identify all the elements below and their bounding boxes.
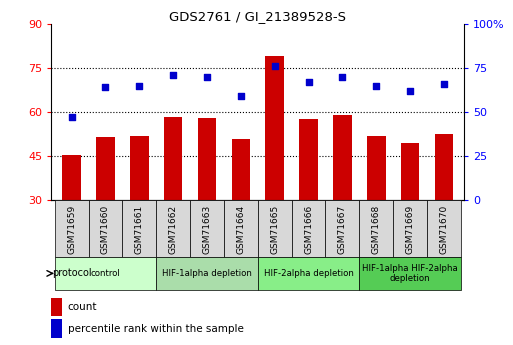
Bar (51, 319, 62, 338)
Text: control: control (91, 269, 121, 278)
Bar (258, 257, 359, 290)
Bar (258, 200, 291, 257)
Title: GDS2761 / GI_21389528-S: GDS2761 / GI_21389528-S (169, 10, 346, 23)
Bar (198, 118, 216, 200)
Point (203, 74, 211, 80)
Bar (89, 200, 123, 257)
Text: GSM71661: GSM71661 (135, 205, 144, 254)
Point (237, 93, 245, 99)
Point (372, 83, 380, 89)
Text: protocol: protocol (52, 268, 92, 278)
Point (440, 81, 448, 87)
Text: GSM71670: GSM71670 (440, 205, 448, 254)
Bar (123, 200, 156, 257)
Bar (427, 200, 461, 257)
Text: GSM71659: GSM71659 (67, 205, 76, 254)
Text: percentile rank within the sample: percentile rank within the sample (68, 324, 244, 334)
Bar (359, 200, 393, 257)
Text: HIF-1alpha HIF-2alpha
depletion: HIF-1alpha HIF-2alpha depletion (362, 264, 458, 283)
Bar (130, 136, 149, 200)
Point (304, 79, 312, 85)
Text: GSM71666: GSM71666 (304, 205, 313, 254)
Bar (156, 257, 258, 290)
Bar (325, 200, 359, 257)
Bar (156, 200, 190, 257)
Bar (299, 119, 318, 200)
Text: HIF-1alpha depletion: HIF-1alpha depletion (162, 269, 252, 278)
Text: GSM71664: GSM71664 (236, 205, 245, 254)
Text: GSM71668: GSM71668 (372, 205, 381, 254)
Text: GSM71662: GSM71662 (169, 205, 177, 254)
Bar (224, 200, 258, 257)
Bar (291, 200, 325, 257)
Bar (62, 155, 81, 200)
Text: GSM71667: GSM71667 (338, 205, 347, 254)
Text: GSM71663: GSM71663 (203, 205, 211, 254)
Bar (435, 134, 453, 200)
Text: GSM71665: GSM71665 (270, 205, 279, 254)
Bar (164, 117, 183, 200)
Bar (51, 298, 62, 316)
Point (338, 74, 346, 80)
Point (406, 88, 414, 94)
Text: GSM71669: GSM71669 (406, 205, 415, 254)
Text: count: count (68, 302, 97, 312)
Point (68, 115, 76, 120)
Text: HIF-2alpha depletion: HIF-2alpha depletion (264, 269, 353, 278)
Point (102, 85, 110, 90)
Bar (265, 57, 284, 200)
Bar (393, 200, 427, 257)
Bar (190, 200, 224, 257)
Bar (367, 136, 386, 200)
Point (135, 83, 144, 89)
Bar (231, 139, 250, 200)
Point (270, 63, 279, 69)
Bar (333, 115, 352, 200)
Bar (96, 137, 115, 200)
Bar (401, 143, 420, 200)
Point (169, 72, 177, 78)
Bar (55, 257, 156, 290)
Bar (359, 257, 461, 290)
Text: GSM71660: GSM71660 (101, 205, 110, 254)
Bar (55, 200, 89, 257)
